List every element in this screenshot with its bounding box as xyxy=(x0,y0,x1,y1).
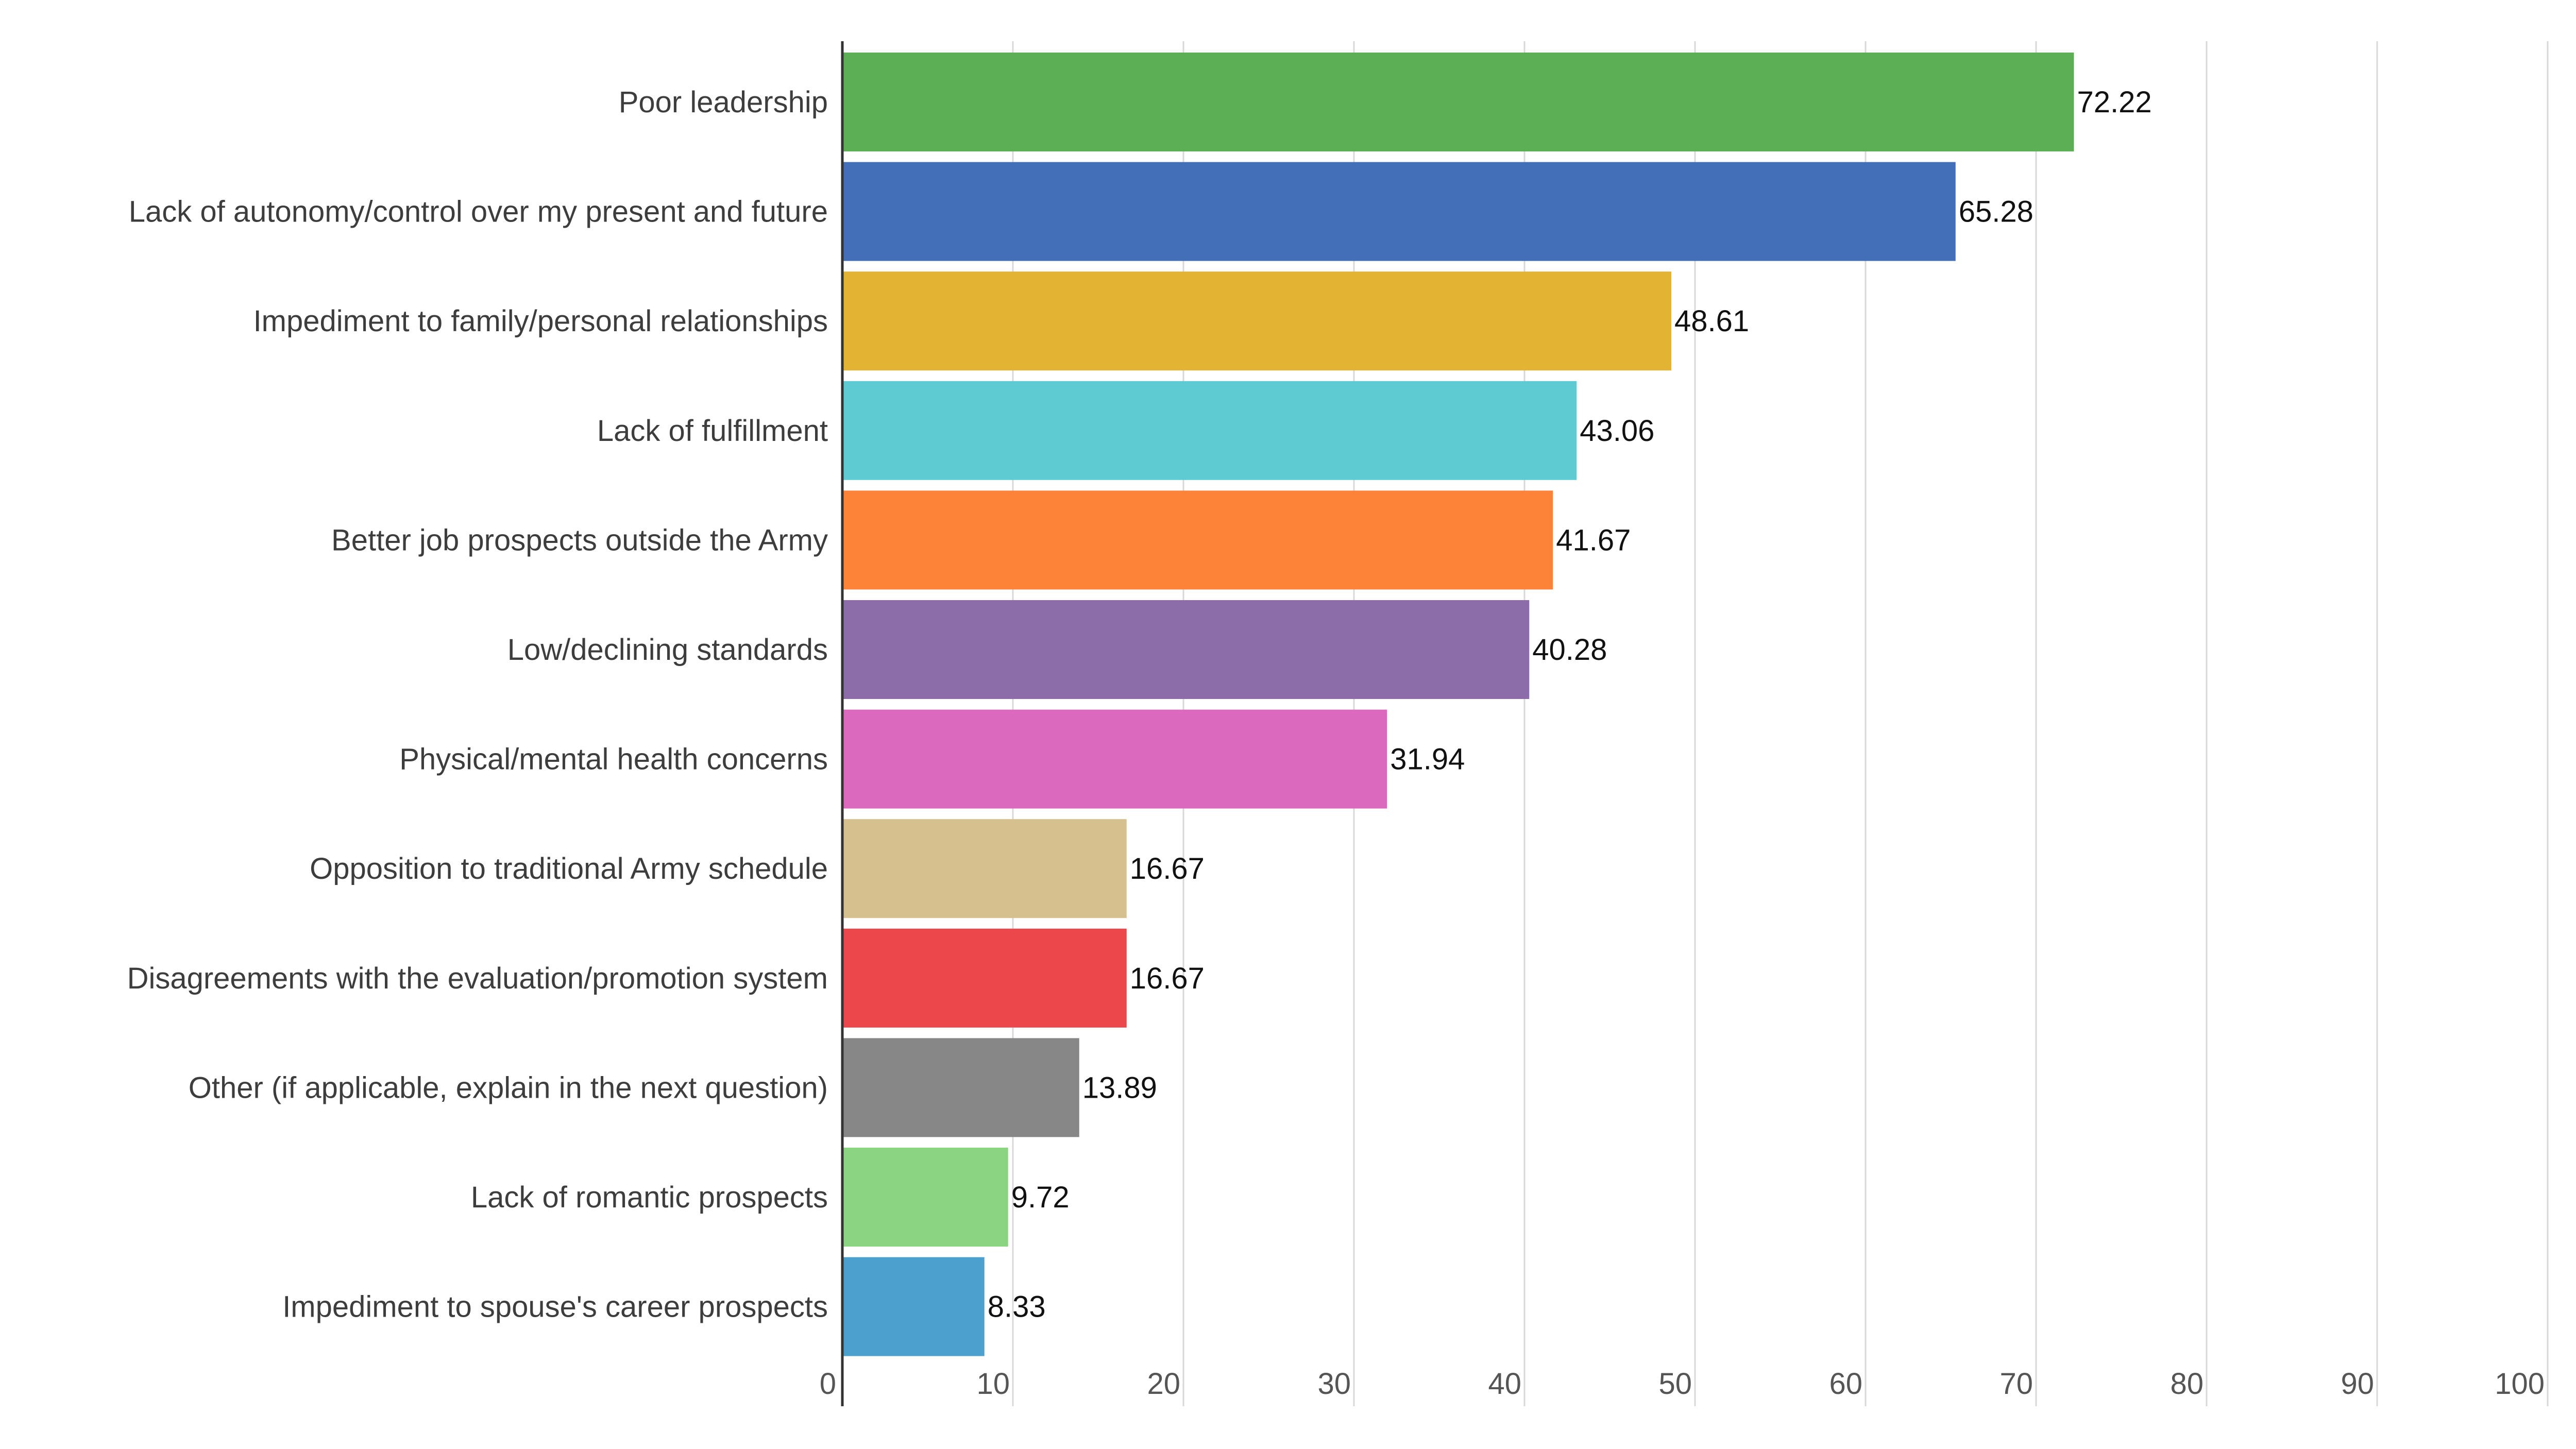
category-label: Opposition to traditional Army schedule xyxy=(310,852,828,885)
category-label: Other (if applicable, explain in the nex… xyxy=(189,1071,828,1104)
value-label: 65.28 xyxy=(1959,195,2033,229)
bar xyxy=(842,1257,985,1356)
value-label: 41.67 xyxy=(1556,523,1631,557)
x-tick-label: 0 xyxy=(820,1367,836,1401)
value-label: 9.72 xyxy=(1011,1181,1070,1214)
x-tick-label: 70 xyxy=(1999,1367,2033,1401)
value-label: 40.28 xyxy=(1532,633,1607,667)
bar xyxy=(842,1148,1008,1247)
x-tick-label: 60 xyxy=(1829,1367,1862,1401)
grid-lines xyxy=(1012,41,2549,1406)
x-tick-labels: 0 10 20 30 40 50 60 70 80 90 100 xyxy=(820,1367,2545,1401)
x-tick-label: 90 xyxy=(2341,1367,2374,1401)
x-tick-label: 50 xyxy=(1658,1367,1692,1401)
value-labels: 72.22 65.28 48.61 43.06 41.67 40.28 31.94 16.67… xyxy=(988,86,2152,1324)
bar xyxy=(842,490,1553,590)
category-label: Disagreements with the evaluation/promot… xyxy=(127,962,828,995)
value-label: 48.61 xyxy=(1674,304,1749,338)
value-label: 43.06 xyxy=(1580,414,1654,448)
bars xyxy=(842,53,2074,1356)
bar xyxy=(842,271,1671,371)
category-label: Better job prospects outside the Army xyxy=(331,523,828,557)
category-label: Low/declining standards xyxy=(507,633,828,667)
category-label: Impediment to family/personal relationsh… xyxy=(253,304,828,338)
x-tick-label: 80 xyxy=(2170,1367,2204,1401)
bar xyxy=(842,600,1530,699)
bar xyxy=(842,819,1127,918)
bar xyxy=(842,1038,1079,1137)
category-label: Lack of autonomy/control over my present… xyxy=(129,195,828,229)
x-tick-label: 100 xyxy=(2495,1367,2545,1401)
category-label: Lack of fulfillment xyxy=(597,414,828,448)
x-tick-label: 10 xyxy=(976,1367,1010,1401)
bar xyxy=(842,162,1956,261)
bar xyxy=(842,381,1577,480)
x-tick-label: 40 xyxy=(1488,1367,1521,1401)
x-tick-label: 30 xyxy=(1317,1367,1351,1401)
value-label: 31.94 xyxy=(1390,743,1465,776)
value-label: 16.67 xyxy=(1130,852,1205,885)
value-label: 13.89 xyxy=(1082,1071,1157,1104)
bar xyxy=(842,53,2074,151)
category-label: Lack of romantic prospects xyxy=(471,1181,828,1214)
value-label: 72.22 xyxy=(2077,86,2151,119)
bar xyxy=(842,928,1127,1028)
category-label: Physical/mental health concerns xyxy=(399,743,828,776)
category-labels: Poor leadership Lack of autonomy/control … xyxy=(127,86,828,1324)
bar xyxy=(842,709,1387,809)
value-label: 16.67 xyxy=(1130,962,1205,995)
value-label: 8.33 xyxy=(988,1290,1046,1324)
category-label: Impediment to spouse's career prospects xyxy=(282,1290,828,1324)
x-tick-label: 20 xyxy=(1147,1367,1180,1401)
category-label: Poor leadership xyxy=(619,86,828,119)
